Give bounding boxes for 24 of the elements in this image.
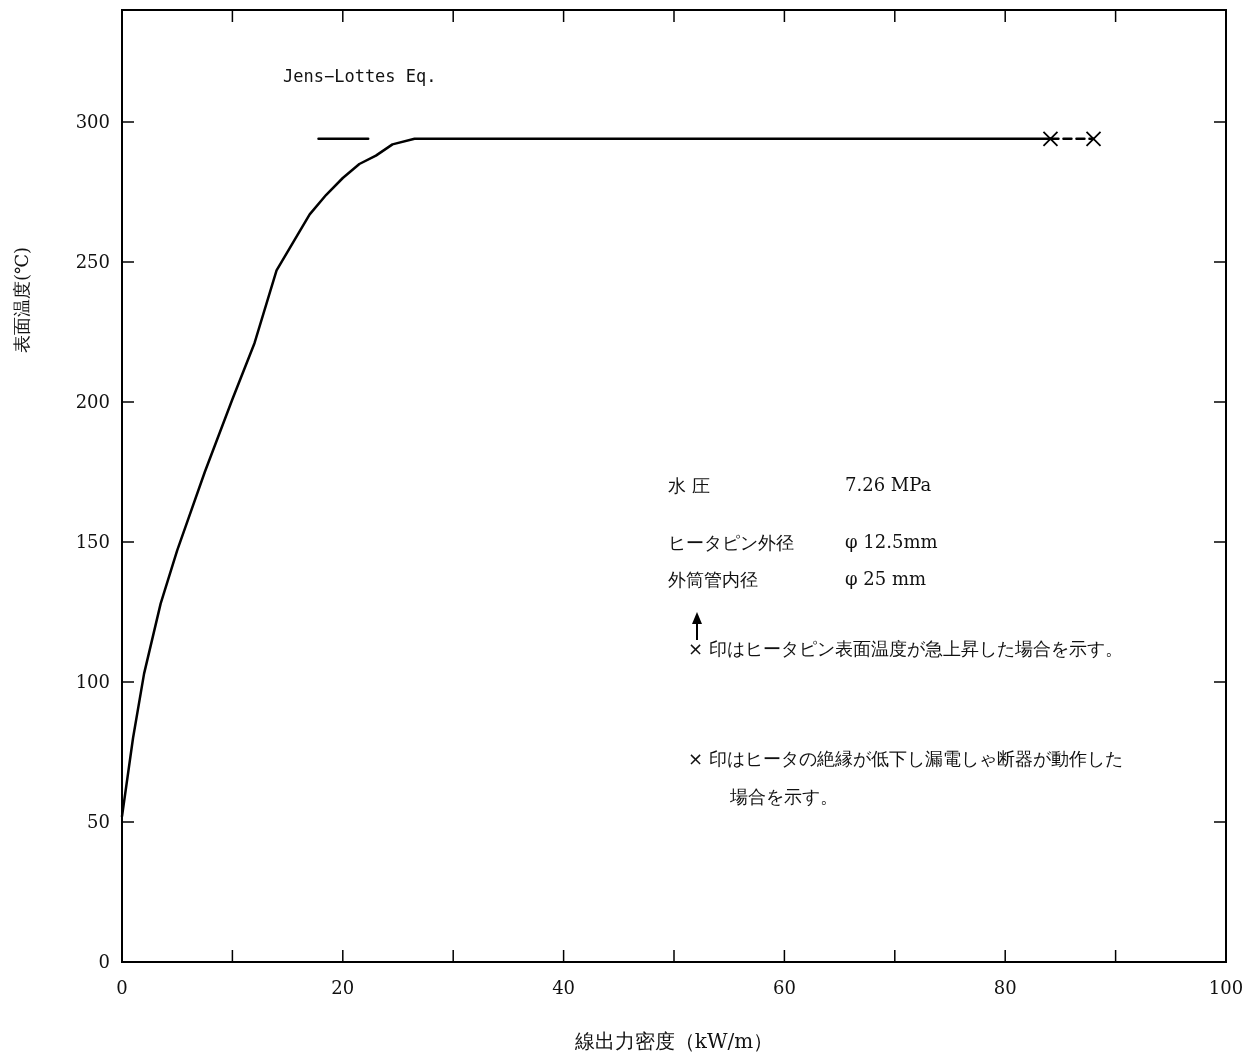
y-axis-title: 表面温度(℃) (11, 246, 32, 354)
annotation: φ 25 mm (845, 568, 927, 589)
x-tick-label: 40 (552, 977, 576, 998)
annotation: 水 圧 (668, 474, 710, 498)
x-axis-title: 線出力密度（kW/m） (573, 1029, 774, 1053)
y-tick-label: 0 (98, 951, 110, 972)
y-tick-label: 300 (75, 111, 110, 132)
annotation: × 印はヒータの絶縁が低下し漏電しゃ断器が動作した場合を示す。 (688, 747, 1124, 809)
y-tick-label: 250 (75, 251, 110, 272)
annotation: ヒータピン外径 (668, 531, 794, 555)
x-tick-label: 20 (331, 977, 355, 998)
y-tick-label: 150 (75, 531, 110, 552)
x-tick-label: 100 (1208, 977, 1244, 998)
y-tick-label: 200 (75, 391, 110, 412)
x-tick-label: 80 (993, 977, 1017, 998)
y-tick-label: 100 (75, 671, 110, 692)
annotation: Jens−Lottes Eq. (283, 66, 437, 86)
annotation: φ 12.5mm (845, 531, 938, 552)
annotation: × 印はヒータピン表面温度が急上昇した場合を示す。 (688, 637, 1124, 661)
annotation: 7.26 MPa (845, 474, 932, 495)
x-tick-label: 0 (116, 977, 128, 998)
annotation: 外筒管内径 (668, 568, 758, 592)
x-tick-label: 60 (772, 977, 796, 998)
y-tick-label: 50 (87, 811, 110, 832)
